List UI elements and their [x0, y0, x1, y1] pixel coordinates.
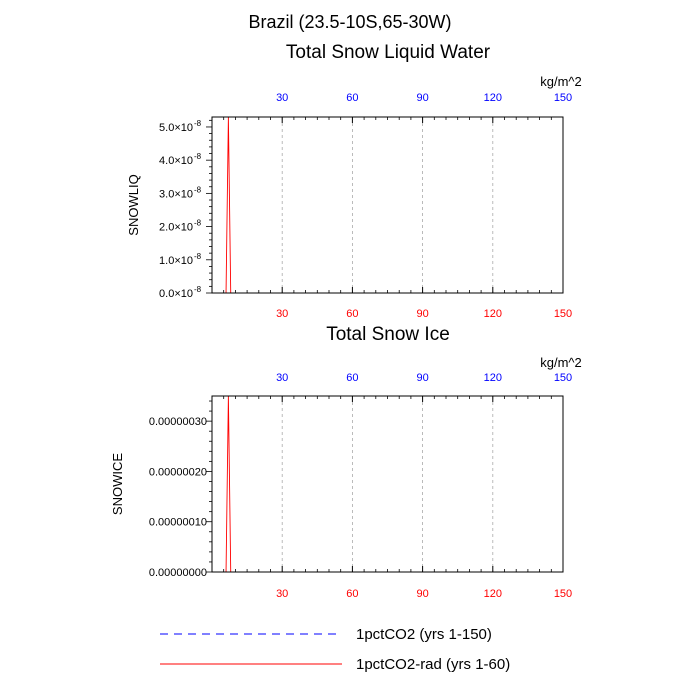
panel-title: Total Snow Liquid Water [286, 42, 491, 63]
y-tick-label: 0.0×10 [159, 288, 193, 300]
plot-frame [211, 116, 564, 294]
x-tick-label-bottom: 90 [416, 308, 428, 320]
chart-main-title: Brazil (23.5-10S,65-30W) [248, 12, 451, 32]
x-tick-label-bottom: 60 [346, 308, 358, 320]
chart-panel-2: Total Snow Ice kg/m^2 30 30 60 60 90 90 120 120 15… [110, 324, 582, 600]
y-tick-label: 0.00000030 [149, 416, 207, 428]
y-tick-exponent: -8 [194, 285, 202, 294]
series-line-1pctCO2-rad [225, 395, 353, 573]
y-tick-exponent: -8 [194, 185, 202, 194]
x-tick-label-bottom: 90 [416, 588, 428, 600]
x-tick-label-top: 60 [346, 372, 358, 384]
x-tick-label-top: 90 [416, 372, 428, 384]
x-tick-label-bottom: 150 [554, 588, 572, 600]
series-line-1pctCO2-rad [225, 116, 353, 294]
units-label: kg/m^2 [540, 74, 582, 89]
x-tick-label-top: 150 [554, 92, 572, 104]
units-label: kg/m^2 [540, 355, 582, 370]
y-tick-label: 0.00000000 [149, 567, 207, 579]
x-tick-label-top: 150 [554, 372, 572, 384]
x-tick-label-top: 30 [276, 92, 288, 104]
panel-title: Total Snow Ice [326, 324, 450, 345]
x-tick-label-bottom: 30 [276, 588, 288, 600]
x-tick-label-top: 90 [416, 92, 428, 104]
y-tick-label: 1.0×10 [159, 255, 193, 267]
y-axis-label: SNOWLIQ [126, 174, 141, 235]
y-tick-label: 4.0×10 [159, 155, 193, 167]
y-tick-exponent: -8 [194, 219, 202, 228]
y-tick-label: 0.00000020 [149, 466, 207, 478]
x-tick-label-bottom: 30 [276, 308, 288, 320]
y-tick-exponent: -8 [194, 152, 202, 161]
x-tick-label-bottom: 120 [484, 308, 502, 320]
y-tick-label: 0.00000010 [149, 517, 207, 529]
x-tick-label-bottom: 120 [484, 588, 502, 600]
legend-label-2: 1pctCO2-rad (yrs 1-60) [356, 656, 510, 673]
x-tick-label-bottom: 150 [554, 308, 572, 320]
plot-frame [211, 395, 564, 573]
x-tick-label-top: 120 [484, 372, 502, 384]
y-tick-label: 5.0×10 [159, 122, 193, 134]
chart-panel-1: Total Snow Liquid Water kg/m^2 30 30 60 60 90 9… [126, 42, 582, 320]
x-tick-label-top: 60 [346, 92, 358, 104]
y-tick-exponent: -8 [194, 252, 202, 261]
y-tick-label: 2.0×10 [159, 222, 193, 234]
x-tick-label-top: 30 [276, 372, 288, 384]
x-tick-label-top: 120 [484, 92, 502, 104]
y-tick-label: 3.0×10 [159, 188, 193, 200]
y-axis-label: SNOWICE [110, 453, 125, 515]
y-tick-exponent: -8 [194, 119, 202, 128]
chart-panels: Total Snow Liquid Water kg/m^2 30 30 60 60 90 9… [110, 42, 582, 600]
legend-label-1: 1pctCO2 (yrs 1-150) [356, 626, 492, 643]
chart-legend: 1pctCO2 (yrs 1-150) 1pctCO2-rad (yrs 1-60… [160, 626, 510, 673]
x-tick-label-bottom: 60 [346, 588, 358, 600]
